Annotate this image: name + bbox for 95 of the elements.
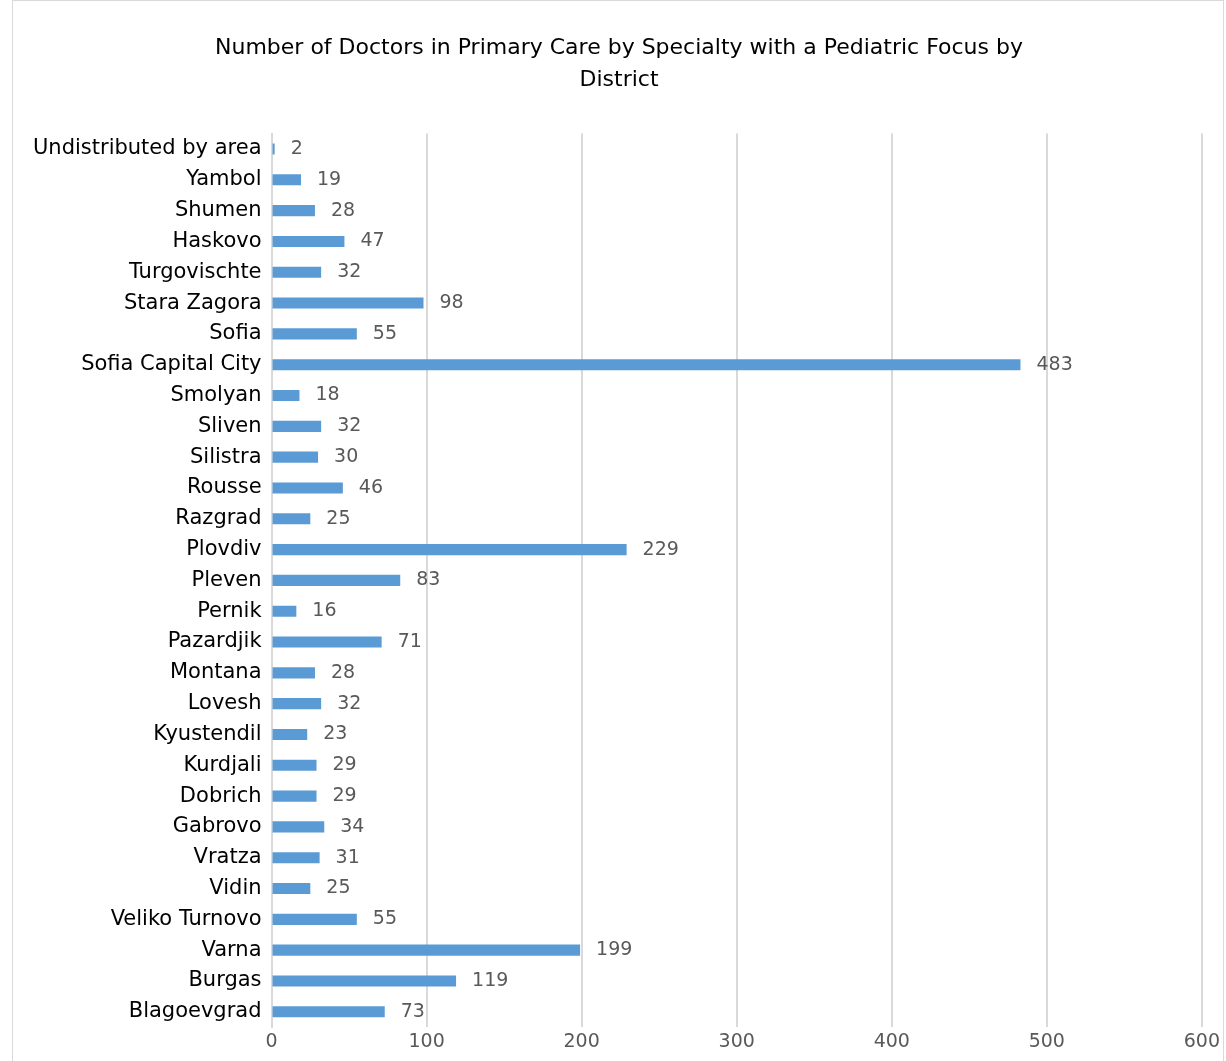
y-tick-label: Pleven [191,566,262,591]
data-label: 25 [326,875,351,898]
y-tick-label: Dobrich [179,782,262,807]
data-label: 2 [290,135,303,158]
bar [272,636,382,648]
data-label: 229 [642,536,679,559]
data-label: 32 [337,690,362,713]
data-label: 34 [340,813,365,836]
data-label: 28 [330,197,356,220]
bar [272,513,311,525]
y-tick-label: Kurdjali [183,751,262,776]
data-label: 31 [335,844,360,867]
y-tick-label: Turgovischte [127,258,262,283]
bar [272,389,300,402]
data-label: 29 [332,752,357,775]
data-label: 32 [337,413,362,436]
y-tick-label: Sofia [209,320,262,345]
data-label: 23 [323,721,348,744]
y-tick-label: Smolyan [170,381,262,406]
y-tick-label: Razgrad [175,505,262,530]
bar [272,328,357,340]
y-tick-label: Rousse [186,474,262,499]
data-label: 32 [337,259,362,282]
y-tick-label: Montana [169,659,262,684]
data-label: 25 [326,505,351,528]
x-tick-label: 100 [408,1028,445,1051]
bar [272,944,581,956]
bar [272,913,357,925]
data-label: 47 [360,228,385,251]
y-tick-label: Undistributed by area [32,135,262,160]
data-label: 199 [596,937,633,960]
data-label: 483 [1036,351,1073,374]
y-tick-label: Gabrovo [172,813,262,838]
x-tick-label: 600 [1183,1028,1220,1051]
y-tick-label: Shumen [174,197,262,222]
bar [272,451,319,463]
y-tick-label: Kyustendil [153,720,262,745]
data-label: 98 [439,290,464,313]
data-label: 16 [312,598,337,621]
bar [272,821,325,833]
data-label: 55 [372,320,398,343]
x-tick-label: 300 [718,1028,755,1051]
x-tick-label: 400 [873,1028,910,1051]
bar [272,667,315,679]
y-tick-label: Pernik [197,597,263,622]
bar [272,759,317,771]
data-label: 71 [397,628,422,651]
y-tick-label: Veliko Turnovo [110,905,262,930]
data-label: 119 [472,967,509,990]
bar [272,359,1021,371]
bar [272,235,345,247]
bar [272,852,320,864]
y-tick-label: Burgas [188,967,262,992]
y-tick-label: Stara Zagora [124,289,262,314]
bar [272,297,424,309]
y-tick-label: Varna [201,936,262,961]
chart-title: Number of Doctors in Primary Care by Specialty with a Pediatric Focus by District [214,33,1024,93]
bar [272,544,627,556]
data-label: 29 [332,783,357,806]
bar [272,205,315,217]
data-label: 18 [315,382,340,405]
bar [272,174,302,186]
bar [272,728,308,741]
y-tick-label: Yambol [185,166,262,191]
data-label: 83 [416,567,441,590]
bar [272,143,275,155]
bar [272,790,317,802]
bar [272,482,343,494]
bar [272,266,322,278]
y-tick-label: Silistra [190,443,262,468]
x-tick-label: 0 [265,1028,278,1051]
bar [272,698,322,710]
y-tick-label: Sliven [197,412,262,437]
x-tick-label: 500 [1028,1028,1065,1051]
bar [272,975,457,987]
y-tick-label: Plovdiv [186,536,262,561]
y-tick-label: Vidin [209,874,262,899]
y-tick-label: Sofia Capital City [81,351,262,376]
y-tick-label: Vratza [193,844,262,869]
bar [272,1006,385,1018]
y-tick-label: Pazardjik [167,628,263,653]
bar [272,574,401,586]
y-tick-label: Blagoevgrad [128,998,262,1023]
data-label: 46 [358,474,384,497]
y-tick-label: Haskovo [172,227,262,252]
bar [272,882,311,895]
data-label: 55 [372,906,398,929]
data-label: 28 [330,659,356,682]
data-label: 73 [400,998,425,1021]
bar [272,605,297,617]
bar [272,420,322,432]
data-label: 30 [334,444,359,467]
y-tick-label: Lovesh [187,690,262,715]
x-tick-label: 200 [563,1028,600,1051]
data-label: 19 [317,166,342,189]
